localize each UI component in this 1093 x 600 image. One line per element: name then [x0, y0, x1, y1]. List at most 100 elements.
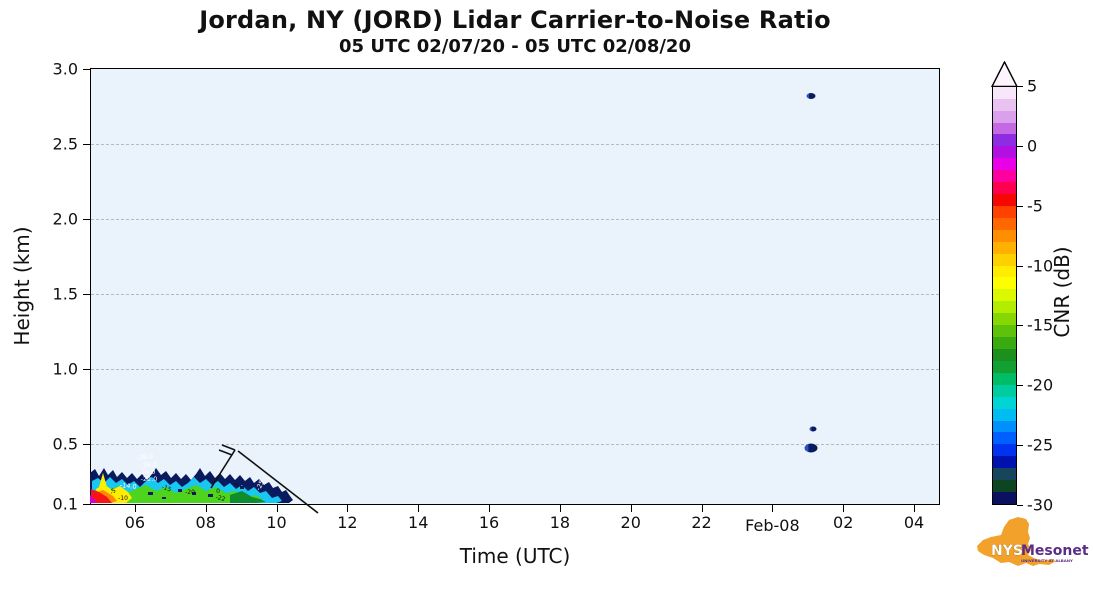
colorbar-tick-mark [1017, 385, 1023, 387]
contour-label-black: -5 [108, 487, 117, 496]
logo-mesonet-text: Mesonet [1021, 543, 1089, 559]
colorbar-band [993, 337, 1016, 350]
y-tick-label: 0.1 [52, 494, 78, 514]
isolated-echo-dot [809, 426, 817, 432]
contour-label-white: -28.0 [136, 452, 154, 462]
x-tick-label: 12 [337, 513, 358, 532]
gridline-2.5km [91, 144, 939, 145]
x-tick-mark [630, 505, 632, 512]
chart-title: Jordan, NY (JORD) Lidar Carrier-to-Noise… [199, 6, 831, 34]
colorbar-tick-label: 0 [1027, 136, 1038, 156]
logo-nys-text: NYS [991, 543, 1023, 559]
colorbar-band [993, 194, 1016, 206]
x-tick-label: 06 [124, 513, 146, 532]
isolated-echo-dot [806, 92, 816, 99]
x-tick-label: Feb-08 [745, 516, 800, 535]
colorbar-band [993, 170, 1016, 183]
x-tick-label: 22 [691, 513, 712, 532]
colorbar-band [993, 480, 1016, 493]
wind-barb-flag-1 [221, 444, 236, 451]
colorbar-band [993, 241, 1016, 254]
y-tick-label: 0.5 [52, 434, 78, 454]
colorbar-tick-mark [1017, 86, 1023, 87]
colorbar [992, 86, 1017, 505]
colorbar-tick-mark [1017, 505, 1023, 506]
colorbar-tick-label: -25 [1027, 435, 1054, 455]
logo-tagline-text: UNIVERSITY AT ALBANY [1021, 558, 1073, 563]
x-tick-mark [276, 505, 278, 512]
colorbar-band [993, 432, 1016, 445]
colorbar-band [993, 265, 1016, 278]
contour-fill-green [106, 485, 264, 503]
x-tick-mark [347, 505, 349, 512]
y-tick-mark [83, 144, 90, 145]
x-tick-mark [701, 505, 703, 512]
colorbar-band [993, 396, 1016, 409]
colorbar-band [993, 134, 1016, 147]
contour-fill-red [91, 489, 112, 503]
y-tick-label: 2.0 [52, 209, 78, 229]
x-tick-mark [843, 505, 845, 512]
chart-subtitle: 05 UTC 02/07/20 - 05 UTC 02/08/20 [339, 36, 691, 57]
colorbar-band [993, 110, 1016, 123]
colorbar-band [993, 468, 1016, 481]
colorbar-band [993, 158, 1016, 171]
colorbar-band [993, 86, 1016, 99]
y-tick-mark [83, 219, 90, 220]
colorbar-label: CNR (dB) [1050, 246, 1074, 338]
x-tick-mark [559, 505, 561, 512]
colorbar-band [993, 456, 1016, 469]
colorbar-tick-label: -10 [1027, 256, 1054, 276]
x-tick-mark [489, 505, 491, 512]
colorbar-extend-arrow [991, 61, 1018, 87]
y-tick-mark [83, 294, 90, 295]
contour-label-black: -10 [118, 495, 128, 502]
x-tick-label: 10 [266, 513, 287, 532]
x-tick-mark [134, 505, 136, 512]
contour-fill-darkgreen [230, 491, 266, 503]
y-tick-mark [83, 444, 90, 445]
x-tick-label: 14 [408, 513, 429, 532]
x-tick-mark [205, 505, 207, 512]
x-axis-label: Time (UTC) [459, 544, 571, 568]
colorbar-tick-mark [1017, 145, 1023, 147]
colorbar-tick-label: -20 [1027, 375, 1054, 395]
x-tick-mark [772, 505, 774, 512]
colorbar-band [993, 313, 1016, 326]
colorbar-band [993, 444, 1016, 457]
colorbar-band [993, 301, 1016, 314]
contour-fill-yellow-spike [99, 473, 107, 487]
gridline-2km [91, 219, 939, 220]
colorbar-band [993, 492, 1016, 504]
track-line [237, 450, 319, 514]
colorbar-tick-mark [1017, 205, 1023, 207]
gridline-1km [91, 369, 939, 370]
gridline-1.5km [91, 294, 939, 295]
colorbar-band [993, 372, 1016, 385]
y-axis-label: Height (km) [10, 226, 34, 346]
contour-label-black: -15 [161, 484, 173, 494]
contour-label-white: -26.0 [140, 460, 157, 469]
colorbar-band [993, 360, 1016, 373]
wind-barb-shaft [210, 449, 236, 489]
contour-label-white: -22.0 [141, 475, 158, 483]
colorbar-band [993, 253, 1016, 266]
colorbar-band [993, 289, 1016, 302]
contour-label-white: -25 [254, 479, 266, 492]
colorbar-tick-mark [1017, 445, 1023, 447]
contour-label-black: 2 [234, 482, 241, 490]
y-tick-label: 1.5 [52, 284, 78, 304]
isolated-echo-dot [804, 443, 818, 453]
colorbar-band [993, 349, 1016, 361]
y-tick-label: 1.0 [52, 359, 78, 379]
colorbar-band [993, 217, 1016, 230]
contour-label-black: -22 [215, 494, 226, 503]
x-tick-label: 18 [549, 513, 571, 532]
plot-area: -28.0 -26.0 -24.0 -22.0 -14.0 -25 -20 -15 -10 -5 0… [53, 60, 940, 535]
contour-speckles [148, 486, 244, 499]
x-tick-mark [418, 505, 420, 512]
contour-fill-magenta [90, 495, 96, 503]
contour-label-white: -24.0 [139, 468, 156, 476]
y-tick-label: 2.5 [52, 134, 78, 154]
colorbar-tick-label: -30 [1027, 495, 1054, 515]
